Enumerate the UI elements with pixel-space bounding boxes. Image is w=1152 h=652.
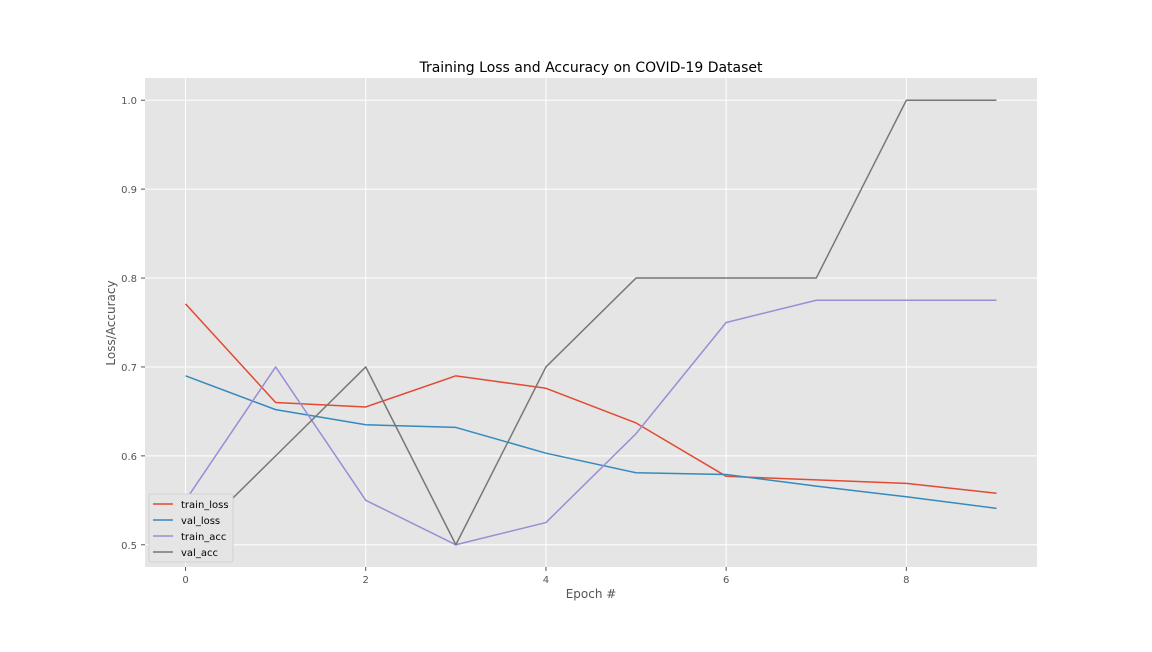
x-tick-label: 2 (363, 575, 369, 586)
axis-ticks: 0.5 0.6 0.7 0.8 0.9 1.0 0 2 4 6 8 (121, 96, 909, 586)
y-tick-label: 0.7 (121, 363, 137, 374)
series-lines (184, 99, 997, 546)
grid-lines (145, 78, 1037, 567)
x-tick-label: 6 (723, 575, 729, 586)
y-tick-label: 1.0 (121, 96, 137, 107)
legend: train_loss val_loss train_acc val_acc (148, 493, 234, 563)
chart-title: Training Loss and Accuracy on COVID-19 D… (418, 60, 763, 76)
series-line-train-acc (184, 299, 997, 546)
x-axis-label: Epoch # (566, 587, 617, 601)
y-tick-label: 0.6 (121, 452, 137, 463)
legend-label: val_acc (181, 548, 218, 559)
x-tick-label: 8 (903, 575, 909, 586)
legend-label: train_acc (181, 532, 226, 543)
legend-box (148, 493, 234, 563)
legend-label: val_loss (181, 516, 220, 527)
series-line-train-loss (184, 303, 997, 494)
legend-label: train_loss (181, 500, 229, 511)
series-line-val-loss (185, 375, 997, 510)
x-tick-label: 0 (182, 575, 188, 586)
y-tick-label: 0.9 (121, 185, 137, 196)
x-tick-label: 4 (543, 575, 549, 586)
y-axis-label: Loss/Accuracy (104, 280, 118, 365)
series-line-val-acc (185, 99, 997, 546)
y-tick-label: 0.5 (121, 541, 137, 552)
y-tick-label: 0.8 (121, 274, 137, 285)
